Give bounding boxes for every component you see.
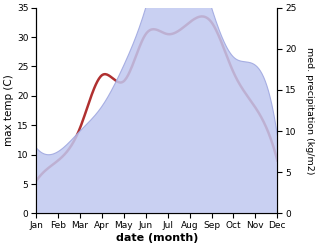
Y-axis label: max temp (C): max temp (C) (4, 75, 14, 146)
Y-axis label: med. precipitation (kg/m2): med. precipitation (kg/m2) (305, 47, 314, 174)
X-axis label: date (month): date (month) (115, 233, 198, 243)
